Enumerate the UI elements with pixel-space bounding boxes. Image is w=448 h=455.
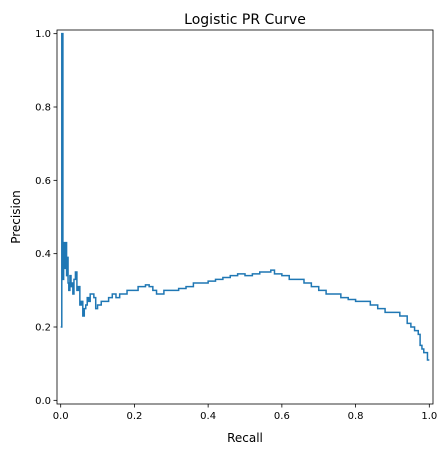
x-axis-label: Recall [227, 431, 263, 445]
plot-area [57, 30, 433, 404]
x-tick-label: 1.0 [421, 411, 437, 422]
y-tick-label: 1.0 [35, 29, 51, 40]
y-axis-label: Precision [9, 190, 23, 244]
series-layer [60, 32, 430, 361]
x-tick-label: 0.6 [274, 411, 290, 422]
chart-title: Logistic PR Curve [184, 12, 306, 28]
x-tick-label: 0.2 [126, 411, 142, 422]
tick-layer: 0.0 0.2 0.4 0.6 0.8 1.0 0.0 0.2 0.4 0.6 0.8 1.0 [35, 29, 437, 422]
y-tick-label: 0.2 [35, 323, 51, 334]
y-tick-label: 0.0 [35, 396, 51, 407]
y-tick-label: 0.8 [35, 103, 51, 114]
x-tick-label: 0.0 [53, 411, 69, 422]
pr-curve-line [60, 32, 430, 361]
y-tick-label: 0.4 [35, 249, 51, 260]
x-tick-label: 0.8 [348, 411, 364, 422]
x-tick-label: 0.4 [200, 411, 216, 422]
y-tick-label: 0.6 [35, 176, 51, 187]
plot-frame [56, 29, 434, 405]
